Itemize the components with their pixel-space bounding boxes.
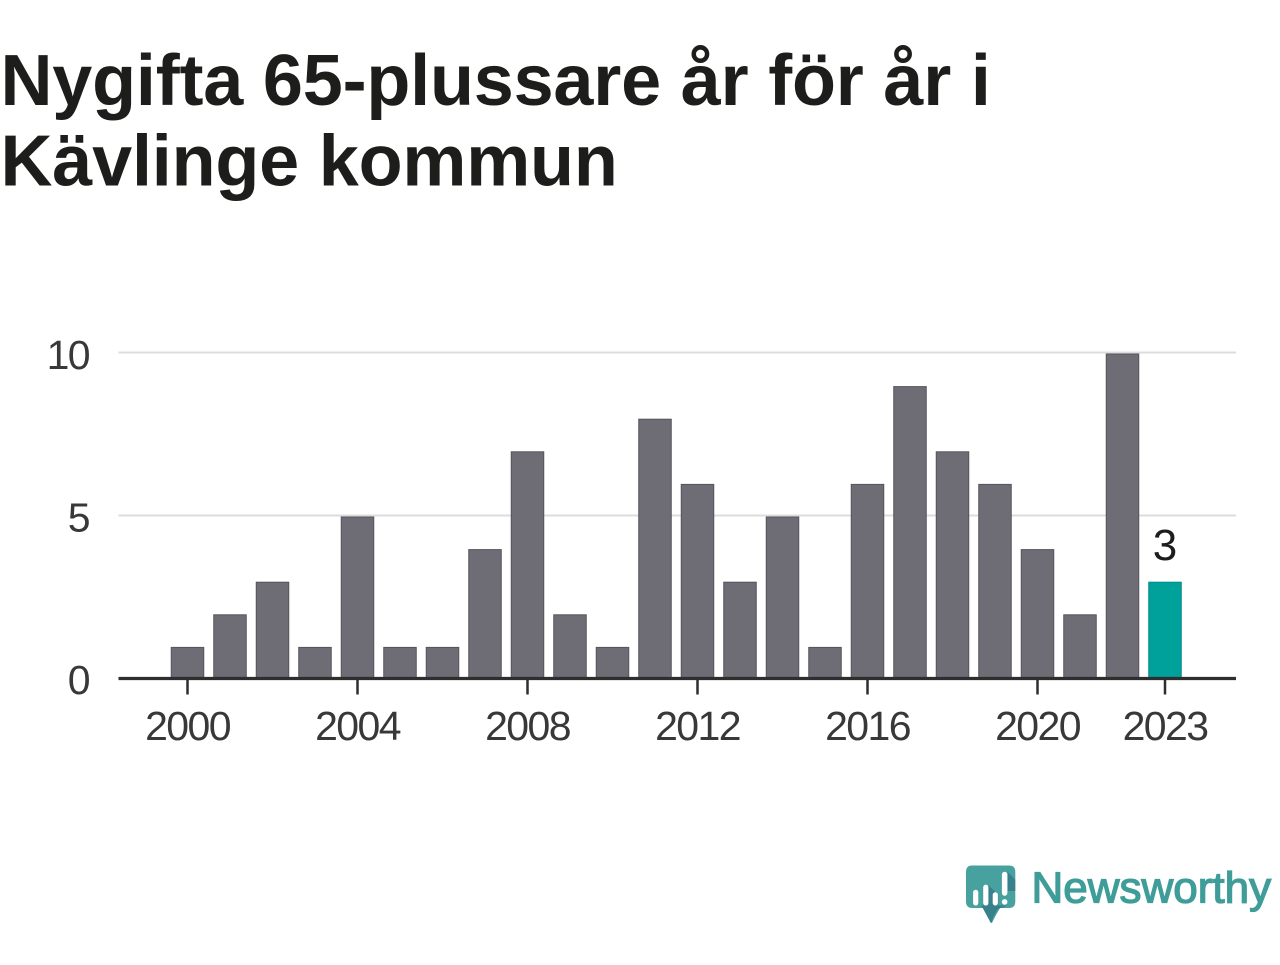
- svg-text:2000: 2000: [145, 703, 231, 749]
- svg-text:2004: 2004: [315, 703, 401, 749]
- svg-text:10: 10: [47, 332, 90, 378]
- svg-text:5: 5: [68, 495, 90, 541]
- svg-text:Newsworthy: Newsworthy: [1032, 864, 1272, 913]
- svg-text:2016: 2016: [825, 703, 910, 749]
- svg-text:Kävlinge kommun: Kävlinge kommun: [1, 122, 618, 202]
- svg-text:2012: 2012: [655, 703, 740, 749]
- svg-text:Nygifta 65-plussare år för år: Nygifta 65-plussare år för år i: [1, 41, 991, 121]
- svg-text:2020: 2020: [995, 703, 1081, 749]
- svg-text:3: 3: [1153, 521, 1177, 570]
- svg-text:2023: 2023: [1123, 703, 1208, 749]
- svg-text:0: 0: [68, 657, 90, 703]
- svg-text:2008: 2008: [485, 703, 571, 749]
